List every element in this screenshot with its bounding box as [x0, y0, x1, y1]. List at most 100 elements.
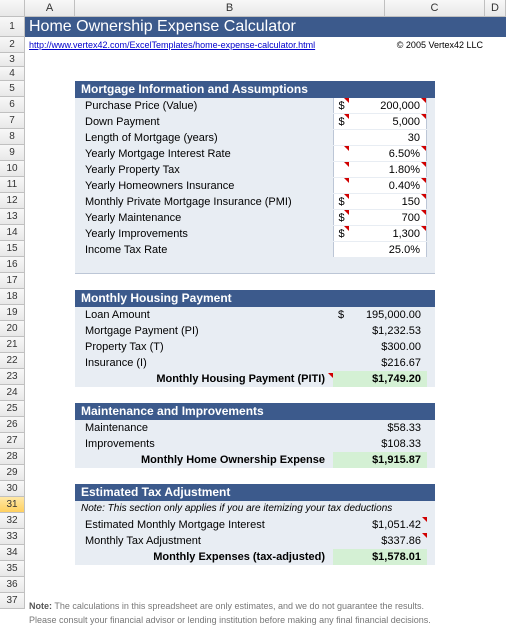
col-header-c[interactable]: C [385, 0, 485, 16]
field-dollar-0-8[interactable]: $ [333, 226, 349, 241]
field-row-2-0: Maintenance $58.33 [75, 420, 435, 436]
field-label-0-8: Yearly Improvements [75, 228, 333, 240]
field-dollar-0-7[interactable]: $ [333, 210, 349, 225]
field-label-0-1: Down Payment [75, 116, 333, 128]
field-label-1-0: Loan Amount [75, 309, 333, 321]
col-header-a[interactable]: A [25, 0, 75, 16]
row-header-3[interactable]: 3 [0, 53, 25, 67]
field-row-0-1: Down Payment $ 5,000 [75, 114, 435, 130]
field-dollar-0-1[interactable]: $ [333, 114, 349, 129]
row-header-23[interactable]: 23 [0, 369, 25, 385]
row-header-22[interactable]: 22 [0, 353, 25, 369]
field-label-1-3: Insurance (I) [75, 357, 333, 369]
row-header-31[interactable]: 31 [0, 497, 25, 513]
row-header-25[interactable]: 25 [0, 401, 25, 417]
row-header-10[interactable]: 10 [0, 161, 25, 177]
field-dollar-0-5[interactable] [333, 178, 349, 193]
field-label-3-0: Estimated Monthly Mortgage Interest [75, 519, 333, 531]
field-dollar-2-0 [333, 420, 349, 435]
row-header-4[interactable]: 4 [0, 67, 25, 81]
row-header-17[interactable]: 17 [0, 273, 25, 289]
field-label-0-6: Monthly Private Mortgage Insurance (PMI) [75, 196, 333, 208]
row-header-37[interactable]: 37 [0, 593, 25, 609]
field-dollar-0-0[interactable]: $ [333, 98, 349, 113]
field-value-1-1: $1,232.53 [349, 323, 427, 338]
row-header-19[interactable]: 19 [0, 305, 25, 321]
row-header-14[interactable]: 14 [0, 225, 25, 241]
field-dollar-0-2[interactable] [333, 130, 349, 145]
field-dollar-0-3[interactable] [333, 146, 349, 161]
field-value-0-3[interactable]: 6.50% [349, 146, 427, 161]
row-header-24[interactable]: 24 [0, 385, 25, 401]
field-value-0-0[interactable]: 200,000 [349, 98, 427, 113]
field-dollar-0-6[interactable]: $ [333, 194, 349, 209]
field-value-0-4[interactable]: 1.80% [349, 162, 427, 177]
field-dollar-0-4[interactable] [333, 162, 349, 177]
col-header-b[interactable]: B [75, 0, 385, 16]
total-dollar-3 [333, 549, 349, 565]
row-header-16[interactable]: 16 [0, 257, 25, 273]
row-header-13[interactable]: 13 [0, 209, 25, 225]
row-header-5[interactable]: 5 [0, 81, 25, 97]
field-value-0-9[interactable]: 25.0% [349, 242, 427, 257]
section-gap-0 [75, 274, 435, 290]
row-header-20[interactable]: 20 [0, 321, 25, 337]
template-link[interactable]: http://www.vertex42.com/ExcelTemplates/h… [25, 40, 315, 50]
total-dollar-2 [333, 452, 349, 468]
row-header-11[interactable]: 11 [0, 177, 25, 193]
section-header-3: Estimated Tax Adjustment [75, 484, 435, 501]
section-header-1: Monthly Housing Payment [75, 290, 435, 307]
row-header-7[interactable]: 7 [0, 113, 25, 129]
field-dollar-3-0 [333, 517, 349, 532]
total-label-2: Monthly Home Ownership Expense [75, 454, 333, 466]
row-header-35[interactable]: 35 [0, 561, 25, 577]
field-label-0-2: Length of Mortgage (years) [75, 132, 333, 144]
section-note-3: Note: This section only applies if you a… [75, 501, 435, 517]
col-header-d[interactable]: D [485, 0, 506, 16]
field-value-1-3: $216.67 [349, 355, 427, 370]
total-value-1: $1,749.20 [349, 371, 427, 387]
field-dollar-1-3 [333, 355, 349, 370]
row-header-30[interactable]: 30 [0, 481, 25, 497]
field-value-0-8[interactable]: 1,300 [349, 226, 427, 241]
field-value-2-1: $108.33 [349, 436, 427, 451]
row-header-6[interactable]: 6 [0, 97, 25, 113]
row-header-32[interactable]: 32 [0, 513, 25, 529]
field-row-0-7: Yearly Maintenance $ 700 [75, 210, 435, 226]
blank-rows-2 [25, 581, 506, 601]
row-header-26[interactable]: 26 [0, 417, 25, 433]
field-value-1-0: 195,000.00 [349, 307, 427, 322]
row-header-15[interactable]: 15 [0, 241, 25, 257]
row-header-27[interactable]: 27 [0, 433, 25, 449]
field-dollar-2-1 [333, 436, 349, 451]
corner-cell[interactable] [0, 0, 25, 16]
row-header-21[interactable]: 21 [0, 337, 25, 353]
field-value-3-0: $1,051.42 [349, 517, 427, 532]
row-header-28[interactable]: 28 [0, 449, 25, 465]
row-header-36[interactable]: 36 [0, 577, 25, 593]
field-value-0-7[interactable]: 700 [349, 210, 427, 225]
field-dollar-3-1 [333, 533, 349, 548]
row-header-33[interactable]: 33 [0, 529, 25, 545]
row-header-9[interactable]: 9 [0, 145, 25, 161]
row-header-1[interactable]: 1 [0, 17, 25, 37]
field-row-2-1: Improvements $108.33 [75, 436, 435, 452]
field-row-0-0: Purchase Price (Value) $ 200,000 [75, 98, 435, 114]
field-value-0-2[interactable]: 30 [349, 130, 427, 145]
field-value-0-6[interactable]: 150 [349, 194, 427, 209]
field-value-0-1[interactable]: 5,000 [349, 114, 427, 129]
field-label-0-9: Income Tax Rate [75, 244, 333, 256]
row-header-34[interactable]: 34 [0, 545, 25, 561]
row-header-29[interactable]: 29 [0, 465, 25, 481]
page-title: Home Ownership Expense Calculator [25, 17, 506, 37]
row-header-18[interactable]: 18 [0, 289, 25, 305]
row-header-12[interactable]: 12 [0, 193, 25, 209]
row-header-8[interactable]: 8 [0, 129, 25, 145]
field-value-0-5[interactable]: 0.40% [349, 178, 427, 193]
field-dollar-0-9[interactable] [333, 242, 349, 257]
field-dollar-1-0: $ [333, 307, 349, 322]
field-label-0-0: Purchase Price (Value) [75, 100, 333, 112]
field-label-2-0: Maintenance [75, 422, 333, 434]
field-row-0-5: Yearly Homeowners Insurance 0.40% [75, 178, 435, 194]
row-header-2[interactable]: 2 [0, 37, 25, 53]
